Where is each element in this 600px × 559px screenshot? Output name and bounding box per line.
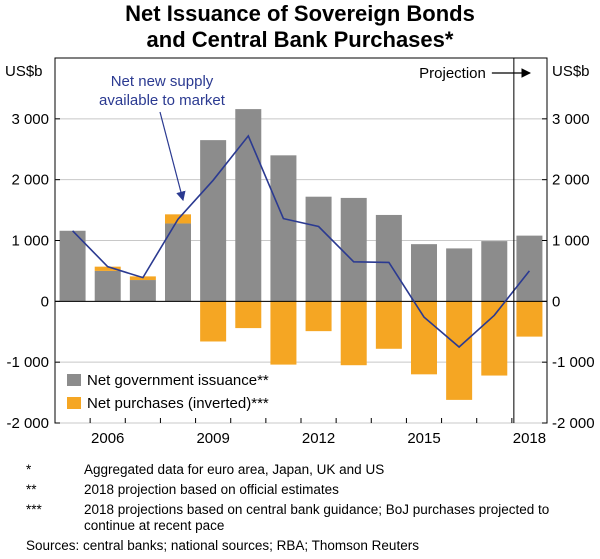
purchases-bar: [235, 301, 262, 329]
issuance-bar: [235, 109, 262, 302]
issuance-bar: [165, 223, 191, 302]
issuance-bar: [94, 270, 121, 302]
y-tick-label-right: -2 000: [552, 415, 595, 432]
x-tick-label: 2012: [302, 430, 335, 447]
footnote-3: *** 2018 projections based on central ba…: [26, 502, 586, 534]
x-tick-label: 2015: [407, 430, 440, 447]
x-tick-label: 2018: [513, 430, 546, 447]
y-tick-label-left: -1 000: [6, 354, 49, 371]
projection-label: Projection: [419, 65, 486, 82]
footnote-1: * Aggregated data for euro area, Japan, …: [26, 462, 586, 478]
footnote-text: 2018 projections based on central bank g…: [84, 502, 550, 533]
issuance-bar: [411, 244, 437, 302]
y-unit-left: US$b: [5, 63, 43, 80]
footnote-mark: ***: [26, 502, 42, 517]
issuance-bar: [446, 248, 473, 302]
purchases-bar: [305, 301, 332, 332]
y-tick-label-right: 3 000: [552, 111, 590, 128]
purchases-bar: [516, 301, 543, 337]
footnote-text: Aggregated data for euro area, Japan, UK…: [84, 462, 385, 477]
legend-swatch-issuance: [67, 374, 81, 386]
chart-plot: Projection Net new supply available to mar…: [5, 57, 595, 447]
purchases-bar: [481, 301, 508, 376]
issuance-bar: [59, 230, 86, 302]
legend-label-issuance: Net government issuance**: [87, 372, 269, 389]
x-tick-label: 2006: [91, 430, 124, 447]
line-annotation-2: available to market: [99, 92, 226, 109]
footnote-mark: *: [26, 462, 32, 477]
purchases-bar: [375, 301, 402, 349]
y-tick-label-left: 1 000: [11, 233, 49, 250]
issuance-bar: [375, 214, 402, 302]
y-tick-label-right: 0: [552, 293, 560, 310]
purchases-bar: [270, 301, 297, 365]
annotation-arrow: [159, 111, 186, 202]
issuance-bar: [340, 197, 367, 302]
issuance-bar: [481, 241, 508, 302]
y-tick-label-left: 0: [41, 293, 49, 310]
line-annotation-1: Net new supply: [111, 73, 214, 90]
purchases-bar: [94, 266, 121, 271]
net-supply-line: [72, 134, 531, 349]
y-unit-right: US$b: [552, 63, 590, 80]
issuance-bar: [305, 196, 332, 302]
sources-line: Sources: central banks; national sources…: [26, 538, 419, 553]
legend-label-purchases: Net purchases (inverted)***: [87, 395, 269, 412]
purchases-bar: [446, 301, 473, 400]
issuance-bar: [200, 140, 227, 302]
issuance-bar: [516, 235, 543, 302]
y-tick-label-left: 2 000: [11, 172, 49, 189]
purchases-bar: [411, 301, 437, 375]
footnote-2: ** 2018 projection based on official est…: [26, 482, 586, 498]
purchases-bar: [340, 301, 367, 366]
y-tick-label-left: -2 000: [6, 415, 49, 432]
issuance-bar: [129, 280, 156, 302]
footnote-mark: **: [26, 482, 37, 497]
purchases-bar: [200, 301, 227, 342]
y-tick-label-right: 2 000: [552, 172, 590, 189]
y-tick-label-left: 3 000: [11, 111, 49, 128]
issuance-bar: [270, 155, 297, 302]
y-tick-label-right: -1 000: [552, 354, 595, 371]
chart-title-line-1: Net Issuance of Sovereign Bonds: [125, 1, 475, 26]
footnotes: * Aggregated data for euro area, Japan, …: [26, 462, 586, 554]
y-tick-label-right: 1 000: [552, 233, 590, 250]
legend-swatch-purchases: [67, 397, 81, 409]
footnote-text: 2018 projection based on official estima…: [84, 482, 339, 497]
chart-title-line-2: and Central Bank Purchases*: [146, 27, 454, 52]
x-tick-label: 2009: [196, 430, 229, 447]
